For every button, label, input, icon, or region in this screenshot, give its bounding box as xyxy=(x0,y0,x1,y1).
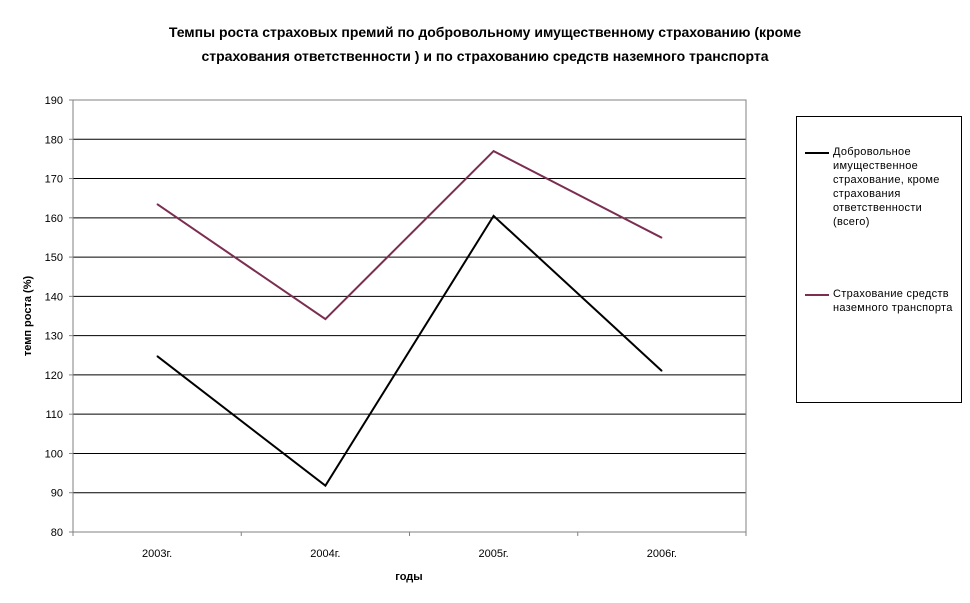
y-tick-label-90: 90 xyxy=(51,488,63,500)
y-axis-title: темп роста (%) xyxy=(22,276,34,357)
y-tick-labels: 80 90 100 110 120 130 140 150 160 170 180 190 xyxy=(45,95,63,539)
series-line-1 xyxy=(156,214,663,488)
data-point-series-1-3 xyxy=(493,215,495,217)
series-line-2 xyxy=(156,149,663,321)
y-tick-label-130: 130 xyxy=(45,331,63,343)
y-tick-label-190: 190 xyxy=(45,95,63,107)
x-tick-label-2003г.: 2003г. xyxy=(142,548,172,560)
data-point-series-1-4 xyxy=(661,370,663,372)
y-tick-label-170: 170 xyxy=(45,174,63,186)
legend-entry-series-1: Добровольное имущественное страхование, … xyxy=(805,145,955,229)
y-tick-label-150: 150 xyxy=(45,252,63,264)
x-axis-title: годы xyxy=(395,571,422,583)
y-tick-label-140: 140 xyxy=(45,291,63,303)
y-tick-label-160: 160 xyxy=(45,213,63,225)
legend-label-series-1: Добровольное имущественное страхование, … xyxy=(833,146,940,228)
legend-swatch-series-1 xyxy=(805,152,829,154)
y-tick-label-110: 110 xyxy=(45,409,63,421)
data-point-series-2-2 xyxy=(324,318,326,320)
x-tick-label-2004г.: 2004г. xyxy=(310,548,340,560)
data-point-series-2-4 xyxy=(661,237,663,239)
data-point-series-2-1 xyxy=(156,203,158,205)
x-tick-label-2006г.: 2006г. xyxy=(647,548,677,560)
legend-label-series-2: Страхование средств наземного транспорта xyxy=(833,288,953,314)
data-point-series-1-2 xyxy=(324,485,326,487)
data-point-series-2-3 xyxy=(493,150,495,152)
chart-title-line-1: Темпы роста страховых премий по добровол… xyxy=(168,24,802,40)
legend-swatch-series-2 xyxy=(805,294,829,296)
y-tick-label-80: 80 xyxy=(51,527,63,539)
legend-entry-series-2: Страхование средств наземного транспорта xyxy=(805,287,955,315)
x-tick-label-2005г.: 2005г. xyxy=(479,548,509,560)
x-tick-labels: 2003г. 2004г. 2005г. 2006г. xyxy=(142,548,677,560)
axes xyxy=(72,100,747,536)
y-tick-label-180: 180 xyxy=(45,134,63,146)
legend: Добровольное имущественное страхование, … xyxy=(796,116,962,403)
chart-title: Темпы роста страховых премий по добровол… xyxy=(0,20,970,68)
y-tick-label-100: 100 xyxy=(45,448,63,460)
gridlines xyxy=(69,99,746,533)
data-point-series-1-1 xyxy=(156,355,158,357)
chart-title-line-2: страхования ответственности ) и по страх… xyxy=(201,48,769,64)
series-lines xyxy=(156,149,663,488)
y-tick-label-120: 120 xyxy=(45,370,63,382)
plot-area-border xyxy=(72,99,747,533)
